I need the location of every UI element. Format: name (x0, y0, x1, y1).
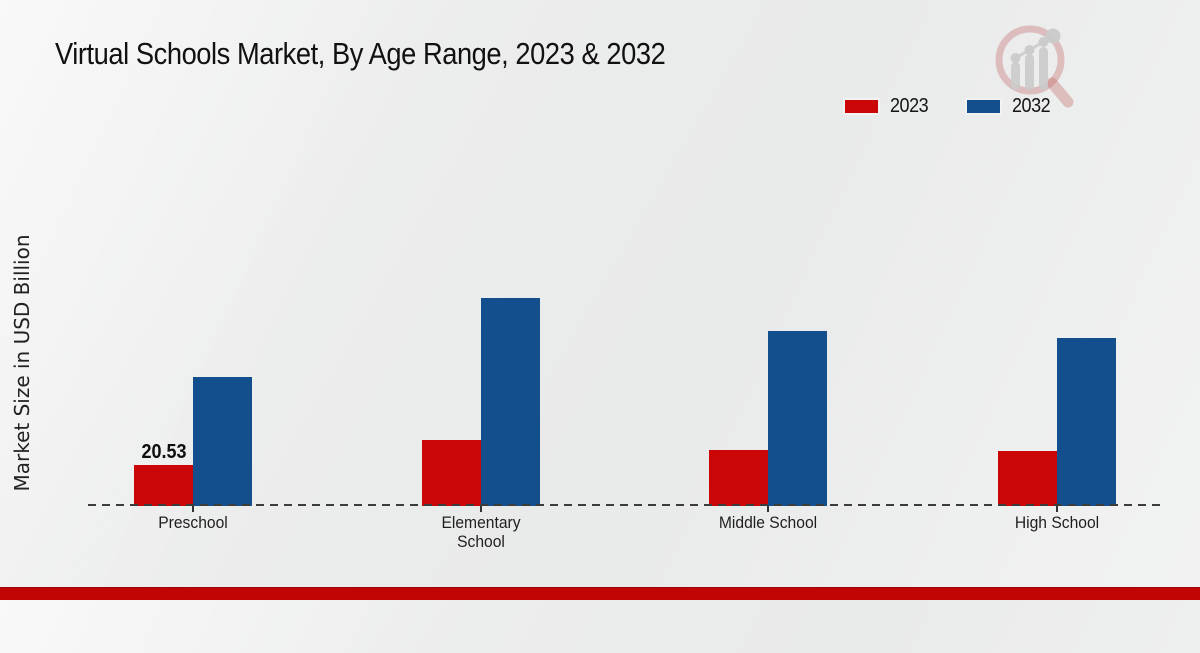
bar-2023-high-school (998, 451, 1057, 506)
bar-2032-preschool (193, 377, 252, 506)
bar-2032-high-school (1057, 338, 1116, 506)
category-label-elementary-school: Elementary School (441, 513, 521, 551)
legend-swatch-2032 (966, 100, 1000, 113)
legend-item-2023: 2023 (845, 95, 933, 118)
bar-2023-preschool (134, 465, 193, 506)
x-axis-tick-elementary-school (480, 506, 482, 512)
magnifier-bar-chart-logo-icon (995, 25, 1074, 108)
bar-chart-plot-area: Preschool Elementary School Middle School H… (134, 298, 1116, 551)
x-axis-tick-middle-school (767, 506, 769, 512)
legend-label-2032: 2032 (1011, 95, 1051, 117)
x-axis-tick-high-school (1056, 506, 1058, 512)
bar-2023-elementary-school (422, 440, 481, 506)
legend-label-2023: 2023 (890, 95, 929, 117)
category-label-middle-school: Middle School (718, 513, 818, 532)
bar-2023-middle-school (709, 450, 768, 506)
chart-title: Virtual Schools Market, By Age Range, 20… (55, 36, 666, 71)
footer-accent-bar (0, 587, 1200, 600)
legend-swatch-2023 (845, 100, 878, 113)
x-axis-baseline (88, 504, 1163, 506)
category-label-preschool: Preschool (158, 513, 228, 532)
bar-2032-elementary-school (481, 298, 540, 506)
bar-2032-middle-school (768, 331, 827, 506)
bar-value-label: 20.53 (140, 441, 187, 463)
x-axis-tick-preschool (192, 506, 194, 512)
legend: 2023 2032 (845, 95, 1054, 118)
legend-item-2032: 2032 (966, 95, 1055, 118)
category-label-high-school: High School (1014, 513, 1100, 532)
